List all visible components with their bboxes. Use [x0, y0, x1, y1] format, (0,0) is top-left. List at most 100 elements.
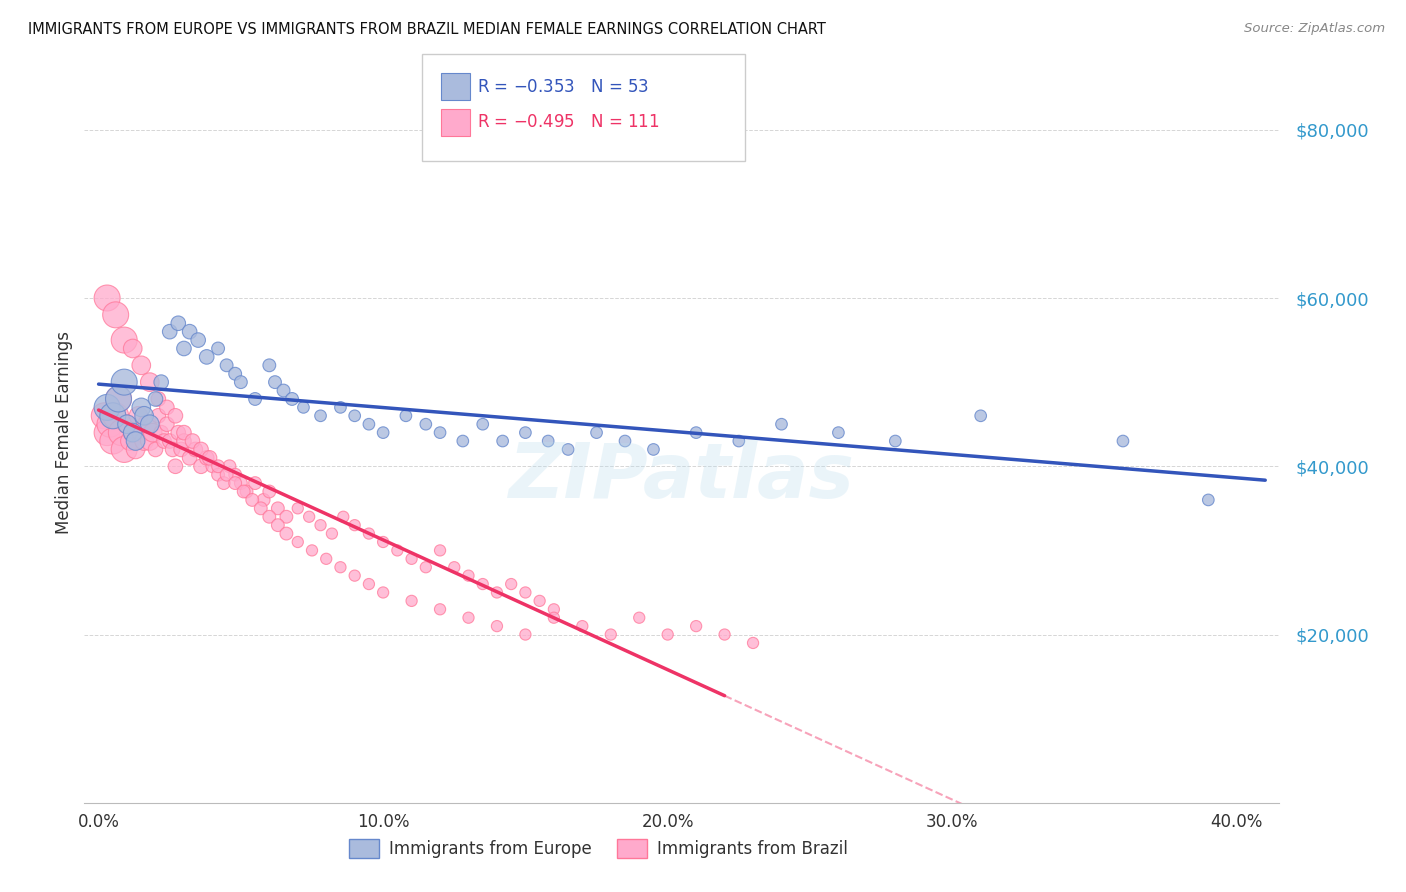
Point — [165, 459, 187, 474]
Point — [159, 325, 181, 339]
Point — [742, 636, 765, 650]
Point — [415, 560, 437, 574]
Point — [685, 619, 707, 633]
Point — [401, 551, 423, 566]
Point — [537, 434, 560, 448]
Point — [309, 518, 332, 533]
Point — [309, 409, 332, 423]
Point — [235, 484, 257, 499]
Text: R = $-$0.495   N = 111: R = $-$0.495 N = 111 — [477, 113, 659, 131]
Point — [145, 392, 167, 406]
Point — [107, 392, 129, 406]
Point — [599, 627, 621, 641]
Point — [139, 417, 162, 432]
Point — [121, 425, 143, 440]
Point — [515, 585, 537, 599]
Point — [101, 409, 124, 423]
Point — [259, 509, 281, 524]
Point — [332, 509, 354, 524]
Point — [224, 467, 246, 482]
Point — [301, 543, 323, 558]
Point — [429, 602, 451, 616]
Point — [150, 425, 173, 440]
Point — [253, 492, 276, 507]
Point — [101, 434, 124, 448]
Point — [148, 392, 170, 406]
Point — [543, 610, 565, 624]
Point — [215, 359, 238, 373]
Point — [124, 434, 146, 448]
Point — [156, 417, 179, 432]
Point — [321, 526, 343, 541]
Point — [259, 359, 281, 373]
Point — [243, 392, 266, 406]
Point — [614, 434, 637, 448]
Point — [770, 417, 793, 432]
Point — [713, 627, 735, 641]
Point — [148, 409, 170, 423]
Point — [543, 602, 565, 616]
Point — [357, 526, 380, 541]
Point — [657, 627, 679, 641]
Point — [132, 409, 156, 423]
Point — [884, 434, 907, 448]
Point — [207, 459, 229, 474]
Point — [224, 367, 246, 381]
Point — [156, 401, 179, 415]
Point — [104, 308, 127, 322]
Point — [232, 484, 254, 499]
Point — [98, 417, 121, 432]
Point — [315, 551, 337, 566]
Point — [173, 434, 195, 448]
Point — [357, 417, 380, 432]
Point — [240, 492, 263, 507]
Point — [643, 442, 665, 457]
Point — [276, 509, 298, 524]
Point — [287, 535, 309, 549]
Point — [471, 417, 494, 432]
Point — [198, 450, 221, 465]
Point — [190, 442, 212, 457]
Point — [184, 442, 207, 457]
Point — [264, 375, 287, 389]
Point — [218, 459, 240, 474]
Point — [1112, 434, 1135, 448]
Point — [329, 401, 352, 415]
Point — [492, 434, 515, 448]
Point — [485, 619, 508, 633]
Point — [179, 325, 201, 339]
Point — [224, 476, 246, 491]
Point — [207, 342, 229, 356]
Point — [451, 434, 474, 448]
Point — [273, 384, 295, 398]
Point — [571, 619, 593, 633]
Point — [395, 409, 418, 423]
Point — [373, 535, 395, 549]
Point — [115, 417, 138, 432]
Point — [121, 425, 143, 440]
Point — [179, 450, 201, 465]
Point — [167, 316, 190, 330]
Point — [190, 459, 212, 474]
Point — [195, 450, 218, 465]
Point — [415, 417, 437, 432]
Point — [1197, 492, 1219, 507]
Point — [112, 333, 135, 347]
Point — [112, 375, 135, 389]
Point — [685, 425, 707, 440]
Point — [207, 467, 229, 482]
Point — [267, 501, 290, 516]
Point — [298, 509, 321, 524]
Point — [343, 518, 366, 533]
Point — [387, 543, 409, 558]
Point — [249, 501, 271, 516]
Point — [129, 425, 152, 440]
Point — [429, 543, 451, 558]
Point — [727, 434, 749, 448]
Point — [287, 501, 309, 516]
Point — [515, 627, 537, 641]
Text: Source: ZipAtlas.com: Source: ZipAtlas.com — [1244, 22, 1385, 36]
Point — [195, 350, 218, 364]
Point — [343, 409, 366, 423]
Point — [159, 434, 181, 448]
